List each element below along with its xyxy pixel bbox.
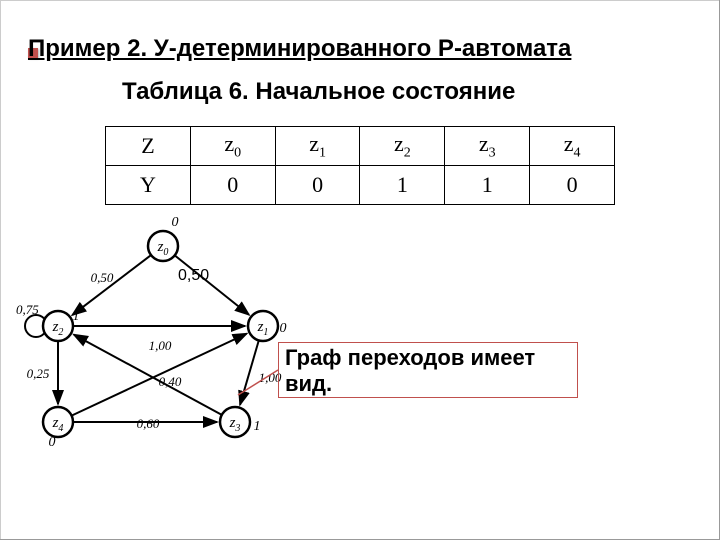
svg-text:1: 1 (73, 309, 80, 324)
svg-text:1: 1 (254, 419, 261, 434)
callout-box: Граф переходов имеет вид. (278, 342, 578, 398)
svg-text:0: 0 (172, 215, 179, 230)
transition-graph: 0,501,001,000,250,600,400,75z00z10z21z31… (10, 210, 320, 470)
svg-text:0,25: 0,25 (27, 366, 50, 381)
svg-text:0,50: 0,50 (91, 270, 114, 285)
table-header: Z (106, 127, 191, 166)
svg-text:0,40: 0,40 (159, 374, 182, 389)
subtitle-prefix: Таблица 6. (122, 78, 249, 105)
table-cell: 0 (275, 166, 360, 205)
table-header: z4 (530, 127, 615, 166)
svg-text:0,60: 0,60 (137, 416, 160, 431)
svg-text:0: 0 (49, 435, 56, 450)
table-header: z0 (190, 127, 275, 166)
page-title: Пример 2. У-детерминированного P-автомат… (28, 35, 571, 63)
svg-text:0: 0 (280, 321, 287, 336)
table-header: z1 (275, 127, 360, 166)
table-cell: 0 (530, 166, 615, 205)
table-cell: 1 (360, 166, 445, 205)
svg-text:0,75: 0,75 (16, 302, 39, 317)
table-header: z2 (360, 127, 445, 166)
state-table: Zz0z1z2z3z4Y00110 (105, 126, 615, 205)
table-cell: 0 (190, 166, 275, 205)
graph-overlay-label: 0,50 (178, 267, 209, 285)
table-cell: 1 (445, 166, 530, 205)
table-cell: Y (106, 166, 191, 205)
subtitle: Таблица 6. Начальное состояние (122, 78, 515, 106)
svg-text:1,00: 1,00 (149, 338, 172, 353)
subtitle-rest: Начальное состояние (249, 78, 516, 105)
table-header: z3 (445, 127, 530, 166)
callout-text: Граф переходов имеет вид. (285, 345, 535, 396)
